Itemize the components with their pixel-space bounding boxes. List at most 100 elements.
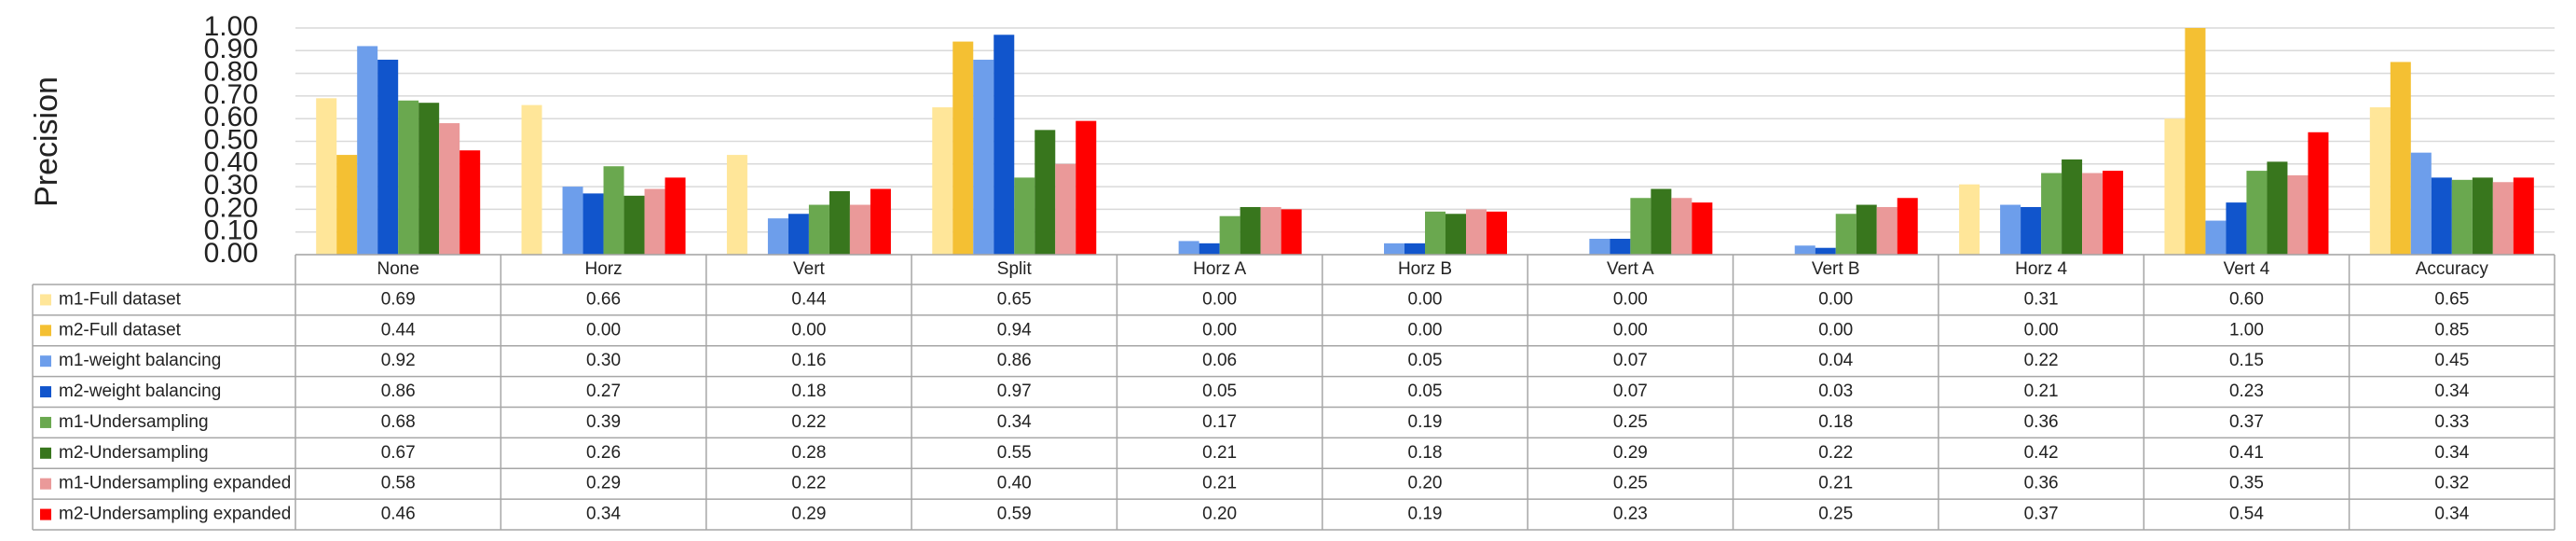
x-tick-label: Horz [584,259,622,279]
table-value: 0.46 [381,505,416,524]
table-value: 0.28 [791,443,826,463]
table-value: 0.59 [997,505,1032,524]
table-value: 0.39 [586,412,621,432]
table-value: 0.18 [791,381,826,401]
y-tick-label: 0.60 [204,102,258,132]
bar [952,41,974,255]
bar [2267,161,2288,255]
bar [2431,177,2452,255]
bar [1610,238,1631,255]
table-value: 0.23 [2229,381,2264,401]
legend-key [40,325,51,337]
legend-key [40,508,51,520]
table-value: 0.65 [2434,289,2469,309]
table-value: 0.25 [1613,474,1648,493]
table-value: 0.06 [1202,351,1237,370]
bar [932,107,953,255]
table-value: 0.34 [2434,381,2469,401]
bar [357,46,378,255]
bar [1446,214,1466,255]
legend-label: m2-Undersampling [59,443,209,463]
bar [2472,177,2493,255]
table-value: 0.85 [2434,320,2469,340]
bar [973,60,994,256]
bar [1589,238,1610,255]
bar [2185,28,2206,255]
bar [2103,171,2124,255]
table-value: 0.22 [791,474,826,493]
table-value: 0.22 [791,412,826,432]
table-value: 0.42 [2024,443,2059,463]
table-value: 0.25 [1613,412,1648,432]
bar [1959,184,1980,255]
y-axis-title: Precision [29,76,64,207]
table-value: 0.15 [2229,351,2264,370]
x-tick-label: Vert A [1607,259,1654,279]
table-value: 0.66 [586,289,621,309]
table-value: 0.00 [586,320,621,340]
bar [2390,62,2411,255]
table-value: 0.37 [2024,505,2059,524]
table-value: 0.00 [1818,320,1853,340]
bar [1466,209,1487,255]
table-value: 0.55 [997,443,1032,463]
y-tick-label: 0.00 [204,238,258,269]
table-value: 0.41 [2229,443,2264,463]
table-value: 0.21 [1818,474,1853,493]
table-value: 0.29 [1613,443,1648,463]
bar [1630,198,1651,255]
legend-label: m1-Undersampling [59,412,209,432]
bar [665,177,686,255]
bar [2369,107,2391,255]
legend-key [40,355,51,368]
table-value: 0.17 [1202,412,1237,432]
table-value: 0.20 [1408,474,1443,493]
table-value: 0.37 [2229,412,2264,432]
table-value: 0.00 [1408,289,1443,309]
bar [1651,188,1672,255]
bar [1692,202,1713,255]
table-value: 0.20 [1202,505,1237,524]
table-value: 0.97 [997,381,1032,401]
bar [767,218,788,255]
bar [829,190,850,255]
table-value: 0.03 [1818,381,1853,401]
y-tick-label: 0.50 [204,124,258,155]
legend-key [40,416,51,428]
bar [521,104,542,256]
legend-key [40,294,51,306]
legend-label: m2-weight balancing [59,381,221,401]
bar [644,188,665,255]
table-value: 0.27 [586,381,621,401]
legend-label: m2-Full dataset [59,320,182,340]
table-value: 0.16 [791,351,826,370]
table-value: 0.45 [2434,351,2469,370]
table-value: 0.05 [1408,351,1443,370]
bar [623,195,645,255]
bar [2451,179,2473,255]
bar [2082,173,2103,255]
table-value: 0.00 [1613,289,1648,309]
bar [377,60,399,256]
table-value: 0.36 [2024,412,2059,432]
bar [2246,171,2268,255]
table-value: 1.00 [2229,320,2264,340]
legend-label: m2-Undersampling expanded [59,505,291,524]
bar [1671,198,1692,255]
table-value: 0.92 [381,351,416,370]
x-tick-label: None [377,259,418,279]
bar [1487,211,1507,255]
table-value: 0.44 [381,320,416,340]
bar [2226,202,2247,255]
bar [418,103,440,255]
table-value: 0.58 [381,474,416,493]
table-value: 0.00 [2024,320,2059,340]
y-tick-label: 0.40 [204,147,258,178]
bar [1856,204,1877,255]
bar [1076,120,1097,255]
table-value: 0.30 [586,351,621,370]
bar [1425,211,1446,255]
bar [849,204,870,255]
